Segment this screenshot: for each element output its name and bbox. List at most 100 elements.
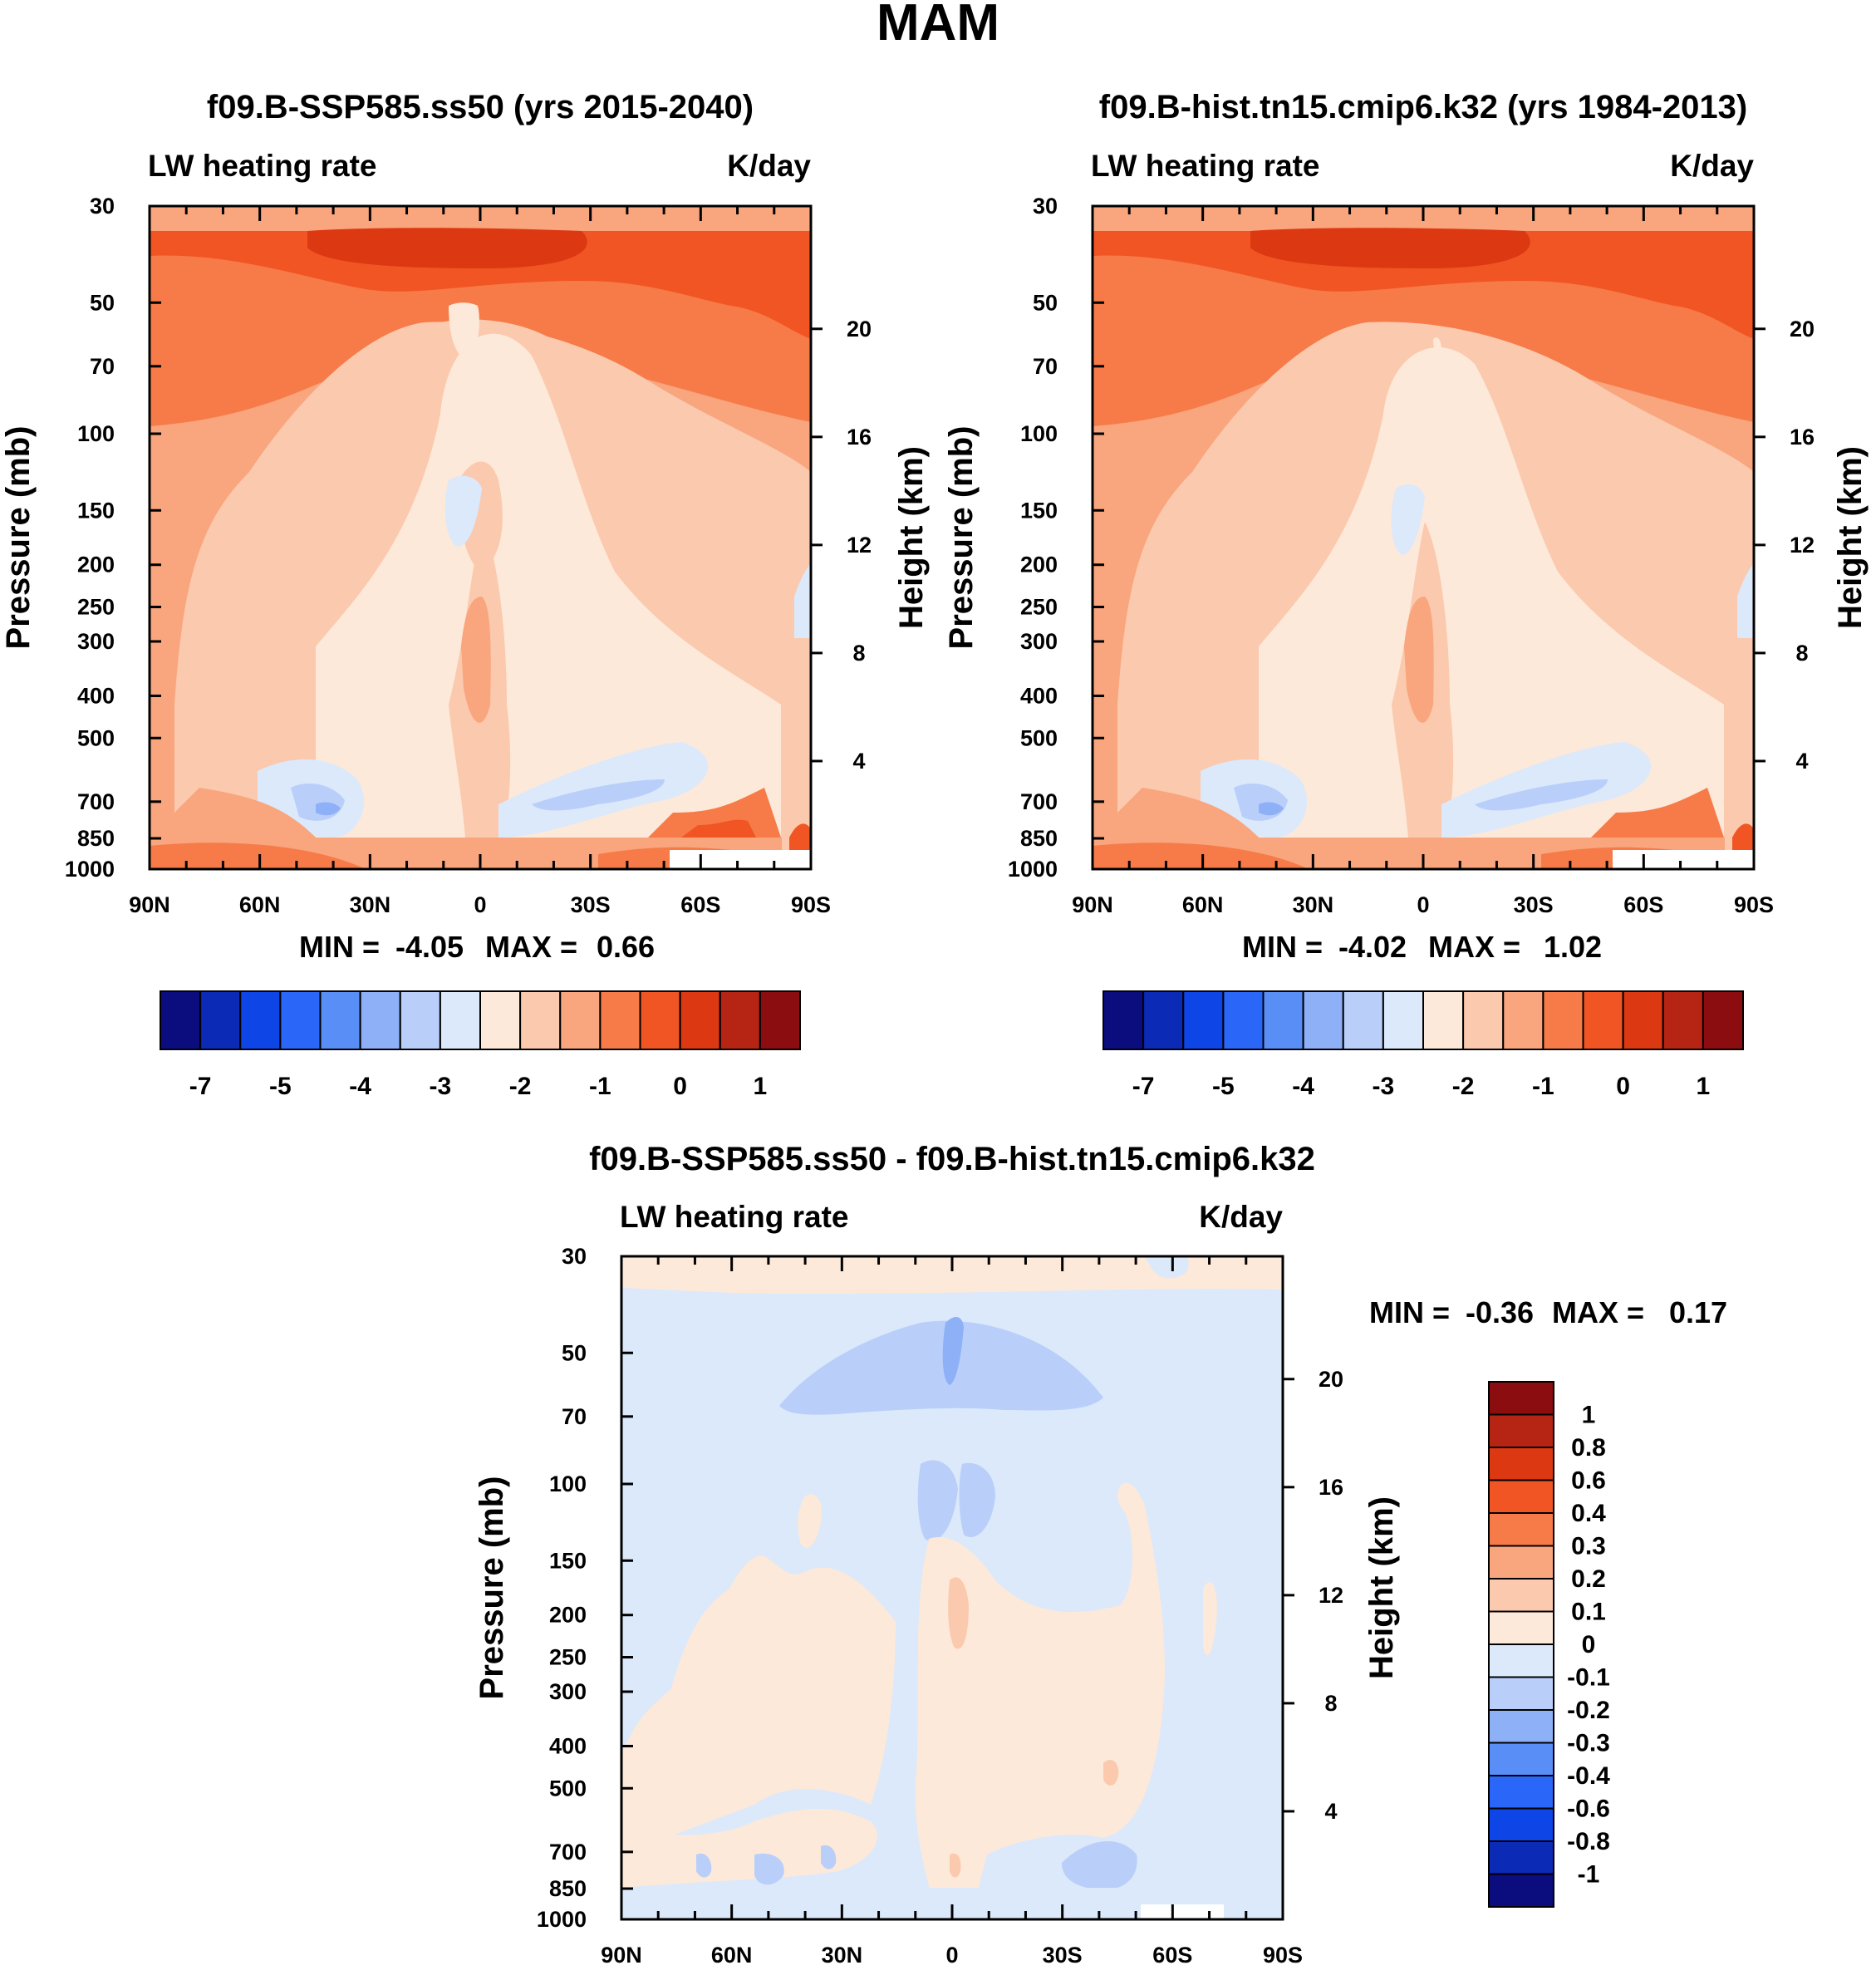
x-tick-label: 60S — [680, 892, 720, 917]
y-axis-label-right: Height (km) — [1832, 446, 1869, 629]
colorbar-box — [1582, 990, 1624, 1050]
colorbar-label: -5 — [269, 1073, 292, 1100]
colorbar-label: -5 — [1212, 1073, 1235, 1100]
stats-min-label: MIN = — [1242, 930, 1323, 964]
y-axis-label: Pressure (mb) — [0, 426, 37, 650]
colorbar-box — [759, 990, 801, 1050]
colorbar-box — [1182, 990, 1225, 1050]
colorbar-label: -0.4 — [1567, 1762, 1610, 1790]
y-tick-label: 500 — [549, 1776, 587, 1801]
colorbar-label: -0.1 — [1567, 1664, 1610, 1692]
y-right-tick-label: 20 — [1319, 1367, 1343, 1392]
stats-max-label: MAX = — [1552, 1295, 1644, 1329]
stats-min: -4.02 — [1338, 930, 1407, 964]
colorbar-label: 0 — [1616, 1073, 1630, 1100]
y-tick-label: 300 — [77, 629, 115, 654]
y-tick-label: 300 — [549, 1679, 587, 1704]
stats-min: -4.05 — [395, 930, 464, 964]
colorbar-box — [559, 990, 602, 1050]
y-right-tick-label: 4 — [852, 749, 865, 774]
colorbar-box — [1488, 1381, 1554, 1416]
y-right-tick-label: 8 — [1795, 641, 1808, 666]
y-tick-label: 50 — [562, 1340, 587, 1365]
colorbar-box — [719, 990, 761, 1050]
y-right-tick-label: 12 — [1319, 1583, 1343, 1608]
x-tick-label: 0 — [474, 892, 486, 917]
subtitle-left: LW heating rate — [620, 1200, 848, 1234]
y-tick-label: 850 — [549, 1876, 587, 1901]
colorbar-box — [479, 990, 522, 1050]
colorbar-label: 0.4 — [1571, 1500, 1606, 1527]
colorbar-label: -4 — [1292, 1073, 1314, 1100]
y-tick-label: 850 — [1020, 826, 1058, 851]
colorbar-box — [1488, 1840, 1554, 1875]
x-tick-label: 60N — [239, 892, 281, 917]
x-tick-label: 30N — [822, 1943, 863, 1968]
y-tick-label: 850 — [77, 826, 115, 851]
colorbar-box — [1262, 990, 1304, 1050]
colorbar: -7 -5 -4 -3 -2 -1 0 1 — [1103, 990, 1744, 1100]
colorbar-box — [1142, 990, 1185, 1050]
colorbar-box — [1488, 1807, 1554, 1842]
stats-min-label: MIN = — [299, 930, 380, 964]
colorbar-box — [1488, 1512, 1554, 1547]
colorbar-box — [1488, 1413, 1554, 1448]
colorbar-label: -0.2 — [1567, 1697, 1610, 1724]
colorbar-box — [1662, 990, 1704, 1050]
x-tick-label: 30S — [1514, 892, 1554, 917]
colorbar-box — [1488, 1775, 1554, 1810]
stats-max: 1.02 — [1544, 930, 1602, 964]
y-right-tick-label: 8 — [1324, 1691, 1337, 1716]
colorbar-box — [1622, 990, 1664, 1050]
x-tick-label: 60N — [1182, 892, 1224, 917]
colorbar-label: 0.1 — [1571, 1599, 1606, 1626]
y-tick-label: 150 — [77, 498, 115, 523]
panel-ssp585: f09.B-SSP585.ss50 (yrs 2015-2040) LW hea… — [0, 89, 930, 1100]
colorbar-box — [1422, 990, 1465, 1050]
axes: 30 50 70 100 150 200 250 300 400 500 700 850 1000 20 1… — [65, 194, 872, 917]
y-right-tick-label: 8 — [852, 641, 865, 666]
stats-max-label: MAX = — [1428, 930, 1520, 964]
y-tick-label: 300 — [1020, 629, 1058, 654]
colorbar-box — [1342, 990, 1384, 1050]
x-tick-label: 90N — [1072, 892, 1113, 917]
colorbar-box — [319, 990, 361, 1050]
colorbar-label: -7 — [1132, 1073, 1155, 1100]
y-tick-label: 700 — [549, 1840, 587, 1865]
colorbar-label: -0.3 — [1567, 1730, 1610, 1757]
y-tick-label: 400 — [77, 683, 115, 708]
y-tick-label: 250 — [549, 1645, 587, 1670]
colorbar-box — [1103, 990, 1145, 1050]
colorbar-box — [1488, 1545, 1554, 1580]
colorbar-box — [160, 990, 202, 1050]
x-tick-label: 30S — [1043, 1943, 1083, 1968]
y-right-tick-label: 16 — [1790, 425, 1815, 450]
y-right-tick-label: 20 — [847, 317, 872, 341]
y-tick-label: 100 — [77, 421, 115, 446]
y-tick-label: 30 — [90, 194, 115, 219]
x-tick-label: 0 — [1417, 892, 1429, 917]
colorbar: -7 -5 -4 -3 -2 -1 0 1 — [160, 990, 801, 1100]
y-axis-label: Pressure (mb) — [943, 426, 980, 650]
y-right-tick-label: 16 — [847, 425, 872, 450]
colorbar-label: 0 — [673, 1073, 687, 1100]
subtitle-right: K/day — [1670, 149, 1754, 183]
subtitle-right: K/day — [1199, 1200, 1283, 1234]
y-right-tick-label: 12 — [847, 533, 872, 558]
x-tick-label: 90N — [129, 892, 170, 917]
y-tick-label: 150 — [1020, 498, 1058, 523]
colorbar-box — [359, 990, 401, 1050]
colorbar-box — [279, 990, 322, 1050]
colorbar-box — [199, 990, 242, 1050]
y-tick-label: 700 — [1020, 789, 1058, 814]
colorbar-box — [1488, 1610, 1554, 1645]
stats-max: 0.66 — [597, 930, 655, 964]
colorbar-label: -2 — [509, 1073, 532, 1100]
colorbar-box — [239, 990, 282, 1050]
y-right-tick-label: 4 — [1795, 749, 1808, 774]
contour-field — [621, 1256, 1283, 1919]
colorbar-box — [1222, 990, 1265, 1050]
stats-min: -0.36 — [1466, 1295, 1534, 1329]
y-tick-label: 30 — [1033, 194, 1058, 219]
